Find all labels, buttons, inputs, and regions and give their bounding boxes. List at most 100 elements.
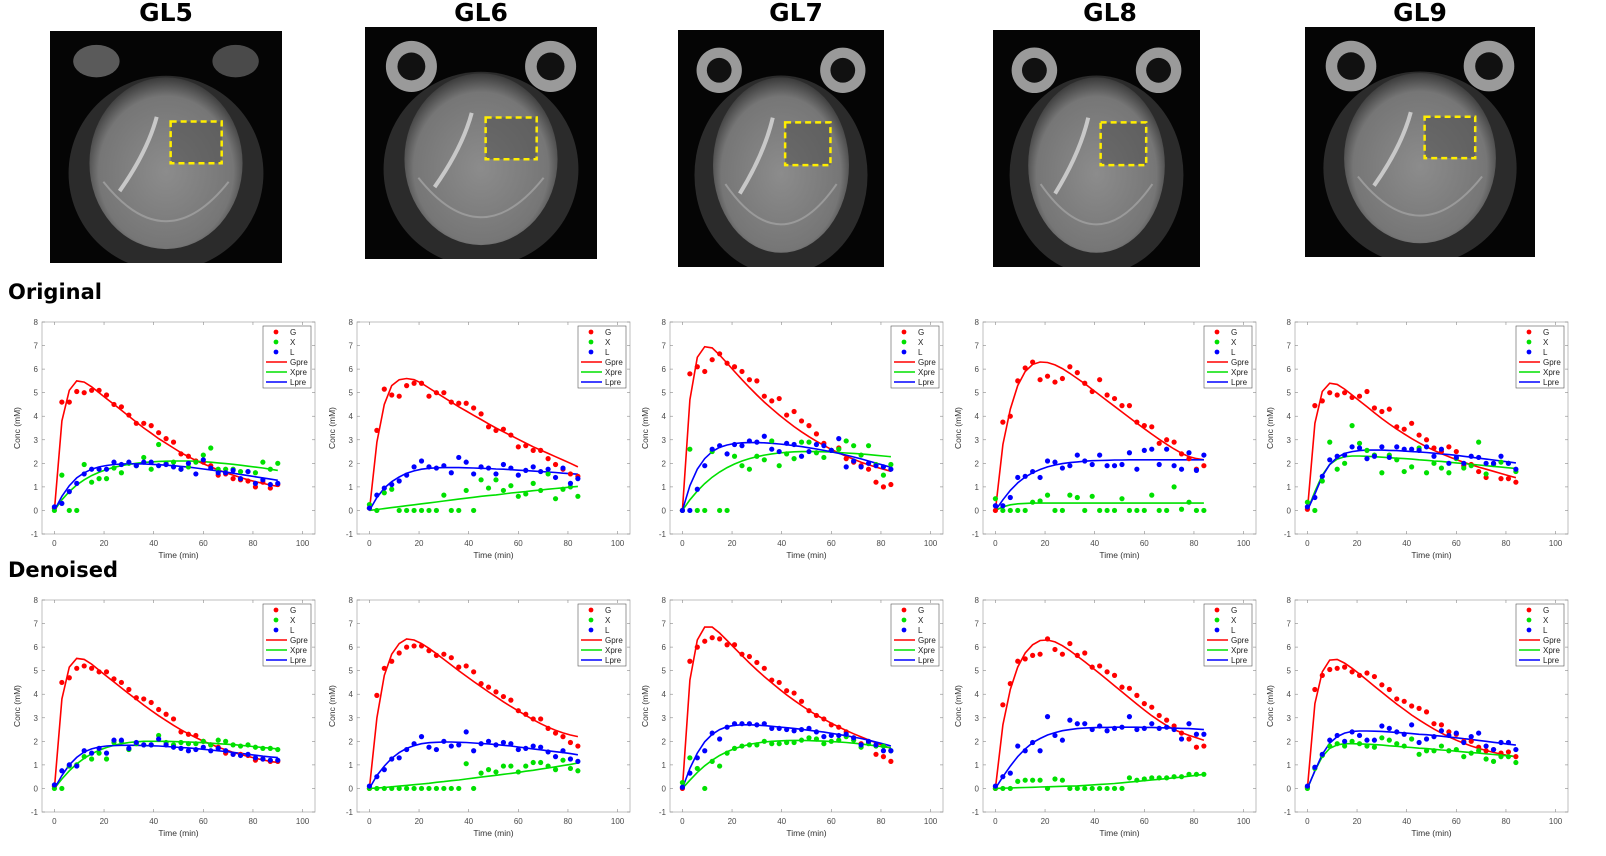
y-tick-label: 7 <box>1287 342 1292 351</box>
legend-label-xpre: Xpre <box>918 646 935 655</box>
data-point-g <box>1052 379 1058 385</box>
data-point-x <box>880 743 887 749</box>
data-point-x <box>776 463 782 469</box>
legend-label-lpre: Lpre <box>1231 378 1248 387</box>
y-tick-label: 4 <box>662 690 667 699</box>
data-point-x <box>992 496 999 502</box>
data-point-x <box>389 785 395 792</box>
data-point-l <box>538 744 544 750</box>
data-point-x <box>1423 470 1430 476</box>
data-point-g <box>141 420 147 426</box>
data-point-g <box>404 383 410 389</box>
data-point-g <box>426 393 432 399</box>
y-tick-label: 1 <box>975 761 980 770</box>
data-point-g <box>389 392 395 398</box>
data-point-l <box>1461 460 1467 466</box>
cerebellum-shape <box>417 177 545 219</box>
data-point-l <box>74 480 80 486</box>
data-point-x <box>103 756 110 762</box>
data-point-x <box>1505 754 1512 760</box>
legend-label-lpre: Lpre <box>290 378 307 387</box>
y-tick-label: 0 <box>975 784 980 793</box>
data-point-g <box>1409 703 1415 709</box>
data-point-l <box>1409 722 1415 728</box>
data-point-l <box>1126 714 1133 720</box>
data-point-g <box>471 405 477 411</box>
data-point-l <box>215 745 221 751</box>
data-point-l <box>493 471 499 477</box>
data-point-l <box>1453 730 1459 736</box>
chart-original-gl9: -1 0 1 2 3 4 5 6 7 8 0 20 40 60 80 100 Time (min) Conc (m… <box>1253 312 1573 572</box>
data-point-x <box>381 785 387 792</box>
legend-marker-l <box>273 627 279 633</box>
y-tick-label: 5 <box>1287 389 1292 398</box>
y-tick-label: 0 <box>662 506 667 515</box>
data-point-l <box>1468 453 1474 459</box>
series-line-lpre <box>1306 730 1516 789</box>
data-point-x <box>1089 785 1095 792</box>
series-line-xpre <box>1306 742 1516 789</box>
data-point-g <box>1022 656 1028 662</box>
data-point-x <box>267 745 273 751</box>
data-point-l <box>1379 723 1385 729</box>
x-tick-label: 100 <box>1549 539 1563 548</box>
data-point-x <box>523 763 529 769</box>
data-point-g <box>1141 423 1147 429</box>
data-point-l <box>1438 446 1445 452</box>
cerebellum-shape <box>1357 175 1483 217</box>
data-point-l <box>1334 732 1340 739</box>
data-point-g <box>396 650 402 656</box>
data-point-x <box>1074 785 1080 792</box>
data-point-g <box>754 378 760 384</box>
y-tick-label: 4 <box>975 412 980 421</box>
data-point-x <box>1431 460 1437 466</box>
x-tick-label: 0 <box>367 817 372 826</box>
data-point-x <box>1476 439 1482 445</box>
x-axis-label: Time (min) <box>158 828 198 838</box>
x-tick-label: 20 <box>100 539 109 548</box>
data-point-x <box>456 785 462 792</box>
data-point-l <box>178 466 184 472</box>
data-point-l <box>118 461 125 468</box>
data-point-g <box>1000 419 1006 425</box>
data-point-l <box>1022 748 1028 754</box>
data-point-l <box>865 460 872 466</box>
data-point-l <box>813 441 820 448</box>
data-point-g <box>418 380 425 386</box>
data-point-g <box>374 692 380 698</box>
data-point-l <box>1111 463 1118 469</box>
data-point-x <box>1349 423 1355 429</box>
data-point-l <box>1513 466 1519 472</box>
legend-label-xpre: Xpre <box>1543 646 1560 655</box>
data-point-l <box>215 470 221 476</box>
column-title-gl7: GL7 <box>769 0 823 27</box>
data-point-g <box>411 643 417 649</box>
data-point-g <box>103 392 110 398</box>
data-point-l <box>126 745 132 751</box>
data-point-l <box>141 459 147 465</box>
data-point-l <box>836 436 842 442</box>
data-point-l <box>1364 456 1370 462</box>
data-point-x <box>374 507 380 514</box>
data-point-x <box>74 507 80 514</box>
data-point-l <box>1186 450 1192 456</box>
data-point-l <box>575 476 581 482</box>
mri-image-gl5 <box>50 31 282 263</box>
y-tick-label: 3 <box>34 714 39 723</box>
legend-label-l: L <box>1231 348 1236 357</box>
legend-label-g: G <box>1543 328 1549 337</box>
data-point-x <box>575 493 581 499</box>
data-point-x <box>1319 478 1325 484</box>
data-point-x <box>426 507 432 514</box>
ventricle-shape <box>1053 117 1091 195</box>
y-axis-label: Conc (mM) <box>1265 407 1275 449</box>
data-point-x <box>791 456 797 462</box>
data-point-g <box>1356 672 1363 678</box>
data-point-g <box>426 648 432 654</box>
data-point-l <box>463 459 469 465</box>
data-point-l <box>1059 465 1066 471</box>
data-point-g <box>1349 394 1355 400</box>
data-point-g <box>126 412 132 418</box>
data-point-x <box>1468 750 1474 756</box>
legend-label-x: X <box>1231 616 1237 625</box>
